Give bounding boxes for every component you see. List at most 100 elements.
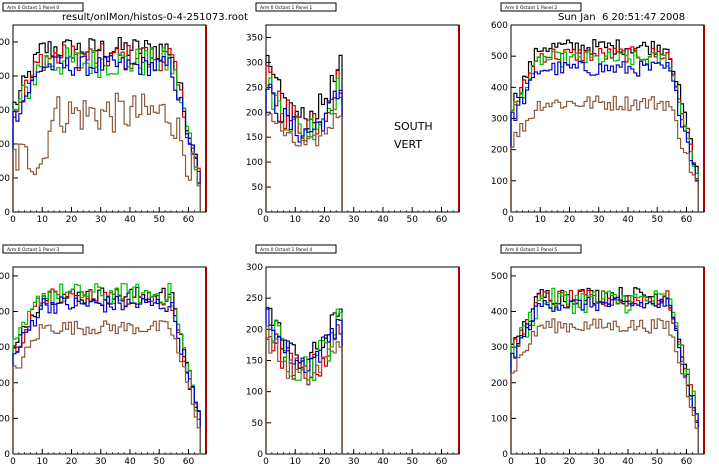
y-tick-label: 150 xyxy=(246,133,263,143)
x-tick-label: 30 xyxy=(348,215,360,225)
histogram-series-brown xyxy=(510,318,699,454)
x-tick-label: 50 xyxy=(651,215,663,225)
histogram-series-brown xyxy=(265,112,343,212)
y-tick-label: 200 xyxy=(246,108,263,118)
x-tick-label: 10 xyxy=(37,457,49,464)
histogram-series-brown xyxy=(265,325,343,454)
x-tick-label: 0 xyxy=(10,457,16,464)
x-tick-label: 60 xyxy=(436,457,448,464)
x-tick-label: 0 xyxy=(508,215,514,225)
y-tick-label: 400 xyxy=(491,83,508,93)
x-tick-label: 60 xyxy=(183,457,195,464)
x-tick-label: 30 xyxy=(95,457,107,464)
x-tick-label: 40 xyxy=(377,215,389,225)
x-tick-label: 30 xyxy=(348,457,360,464)
histogram-series-brown xyxy=(12,92,201,212)
y-tick-label: 500 xyxy=(491,272,508,282)
y-tick-label: 100 xyxy=(491,414,508,424)
histogram-series-black xyxy=(265,54,343,212)
panel-title: Arm 0 Octant 1 Panel 1 xyxy=(260,5,312,11)
histogram-series-blue xyxy=(265,83,343,212)
x-tick-label: 50 xyxy=(651,457,663,464)
x-tick-label: 20 xyxy=(564,215,576,225)
x-tick-label: 50 xyxy=(406,457,418,464)
y-tick-label: 300 xyxy=(0,343,10,353)
x-tick-label: 10 xyxy=(535,215,547,225)
y-tick-label: 600 xyxy=(491,21,508,31)
x-tick-label: 60 xyxy=(183,215,195,225)
x-tick-label: 30 xyxy=(95,215,107,225)
y-tick-label: 200 xyxy=(491,146,508,156)
x-tick-label: 50 xyxy=(153,215,165,225)
histogram-series-black xyxy=(510,39,699,212)
histogram-series-green xyxy=(12,47,201,212)
x-tick-label: 30 xyxy=(593,457,605,464)
panel-title: Arm 0 Octant 1 Panel 5 xyxy=(505,247,557,253)
y-tick-label: 200 xyxy=(491,379,508,389)
x-tick-label: 50 xyxy=(153,457,165,464)
panel-title-box xyxy=(255,244,337,254)
y-tick-label: 300 xyxy=(246,263,263,273)
x-tick-label: 50 xyxy=(406,215,418,225)
histogram-series-blue xyxy=(12,55,201,212)
annotation-south: SOUTH xyxy=(394,120,433,133)
x-tick-label: 20 xyxy=(66,215,78,225)
histogram-series-blue xyxy=(12,295,201,454)
y-tick-label: 200 xyxy=(0,379,10,389)
y-tick-label: 400 xyxy=(491,308,508,318)
y-tick-label: 0 xyxy=(4,450,10,460)
file-path-label: result/onlMon/histos-0-4-251073.root xyxy=(62,12,248,23)
histogram-series-brown xyxy=(510,95,699,212)
y-tick-label: 150 xyxy=(246,357,263,367)
y-tick-label: 300 xyxy=(491,343,508,353)
x-tick-label: 40 xyxy=(124,457,136,464)
x-tick-label: 40 xyxy=(622,457,634,464)
panel-title: Arm 0 Octant 1 Panel 2 xyxy=(505,5,557,11)
y-tick-label: 50 xyxy=(252,419,264,429)
histogram-series-blue xyxy=(265,306,343,454)
x-tick-label: 10 xyxy=(535,457,547,464)
y-tick-label: 500 xyxy=(0,38,10,48)
y-tick-label: 500 xyxy=(0,272,10,282)
x-tick-label: 40 xyxy=(377,457,389,464)
histogram-series-red xyxy=(510,289,699,454)
x-tick-label: 20 xyxy=(66,457,78,464)
y-tick-label: 0 xyxy=(257,450,263,460)
y-tick-label: 100 xyxy=(246,158,263,168)
y-tick-label: 0 xyxy=(257,208,263,218)
y-tick-label: 200 xyxy=(246,325,263,335)
x-tick-label: 60 xyxy=(681,457,693,464)
timestamp-label: Sun Jan 6 20:51:47 2008 xyxy=(558,12,686,23)
y-tick-label: 400 xyxy=(0,308,10,318)
x-tick-label: 20 xyxy=(319,215,331,225)
x-tick-label: 0 xyxy=(508,457,514,464)
x-tick-label: 0 xyxy=(10,215,16,225)
y-tick-label: 300 xyxy=(491,115,508,125)
y-tick-label: 250 xyxy=(246,83,263,93)
panel-title-box xyxy=(2,2,84,12)
x-tick-label: 60 xyxy=(436,215,448,225)
panel-title: Arm 0 Octant 1 Panel 4 xyxy=(260,247,312,253)
y-tick-label: 0 xyxy=(4,208,10,218)
histogram-series-green xyxy=(510,51,699,212)
panel-title-box xyxy=(500,244,582,254)
y-tick-label: 0 xyxy=(502,208,508,218)
x-tick-label: 0 xyxy=(263,457,269,464)
panel-title-box xyxy=(255,2,337,12)
histogram-series-green xyxy=(510,287,699,454)
y-tick-label: 100 xyxy=(491,177,508,187)
y-tick-label: 200 xyxy=(0,140,10,150)
y-tick-label: 300 xyxy=(246,58,263,68)
panel-title-box xyxy=(500,2,582,12)
y-tick-label: 100 xyxy=(246,388,263,398)
panel-title: Arm 0 Octant 1 Panel 0 xyxy=(7,5,59,11)
panel-title: Arm 0 Octant 1 Panel 3 xyxy=(7,247,59,253)
histogram-series-black xyxy=(510,286,699,454)
y-tick-label: 100 xyxy=(0,174,10,184)
x-tick-label: 10 xyxy=(37,215,49,225)
x-tick-label: 10 xyxy=(290,215,302,225)
x-tick-label: 30 xyxy=(593,215,605,225)
x-tick-label: 20 xyxy=(564,457,576,464)
x-tick-label: 10 xyxy=(290,457,302,464)
